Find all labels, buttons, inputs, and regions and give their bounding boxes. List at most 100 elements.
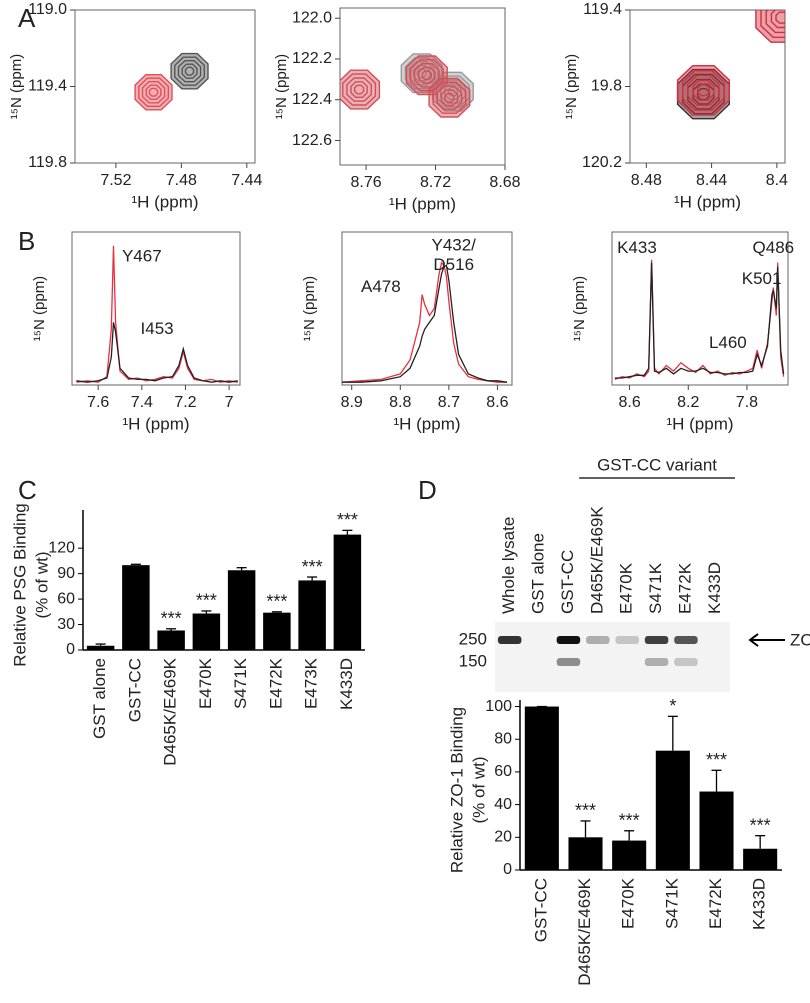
x-tick-label: E473K	[302, 657, 321, 709]
contour-ring	[181, 63, 198, 79]
x-tick-label: 7.4	[131, 394, 153, 411]
x-tick-label: K433D	[750, 878, 769, 930]
x-axis-label: ¹H (ppm)	[666, 414, 733, 433]
bar	[743, 848, 778, 870]
bar	[568, 837, 603, 870]
contour-ring	[134, 73, 173, 111]
peak-label: D516	[433, 255, 474, 274]
y-axis-label: Relative ZO-1 Binding	[447, 707, 466, 873]
y-tick-label: 120.2	[582, 154, 622, 171]
y-tick-label: 122.2	[292, 50, 332, 67]
significance: ***	[575, 801, 596, 821]
spectrum-line	[342, 264, 508, 383]
contour-ring	[418, 66, 436, 84]
y-tick-label: 60	[57, 590, 75, 607]
significance: ***	[302, 557, 323, 577]
contour-ring	[404, 57, 439, 90]
spectrum-line	[76, 245, 238, 383]
blot-membrane	[495, 622, 730, 692]
y-tick-label: 122.6	[292, 132, 332, 149]
contour-ring	[353, 84, 365, 95]
contour-ring	[682, 69, 725, 111]
x-axis-label: ¹H (ppm)	[122, 414, 189, 433]
plot-frame	[339, 7, 506, 166]
y-tick-label: 19.8	[591, 78, 622, 95]
contour-ring	[770, 10, 785, 29]
x-tick-label: D465K/E469K	[575, 877, 594, 985]
x-tick-label: 7.6	[87, 394, 109, 411]
plot-frame	[611, 231, 789, 386]
band	[704, 636, 728, 644]
contour-ring	[760, 10, 785, 38]
peak-label: A478	[361, 277, 401, 296]
x-axis-label: ¹H (ppm)	[674, 192, 741, 211]
significance: ***	[266, 592, 287, 612]
contour-ring	[687, 74, 720, 106]
x-tick-label: GST-CC	[531, 878, 550, 942]
bar	[157, 630, 185, 650]
bar	[655, 750, 690, 870]
lane-label: E472K	[675, 562, 694, 614]
contour-ring	[174, 56, 206, 86]
x-tick-label: 7.48	[166, 172, 197, 189]
y-tick-label: 40	[494, 796, 512, 813]
peak-label: I453	[141, 319, 174, 338]
x-tick-label: 8.72	[420, 174, 451, 191]
x-tick-label: 8.6	[618, 394, 640, 411]
contour-ring	[141, 80, 166, 104]
x-tick-label: 7.44	[231, 172, 262, 189]
x-tick-label: 7	[225, 394, 234, 411]
plot-frame	[341, 231, 513, 386]
band	[674, 658, 698, 666]
x-tick-label: S471K	[662, 877, 681, 929]
y-tick-label: 122.4	[292, 91, 332, 108]
x-tick-label: E472K	[706, 877, 725, 929]
blot-header: GST-CC variant	[597, 455, 717, 474]
contour-ring	[432, 81, 467, 114]
band	[527, 658, 551, 666]
y-tick-label: 60	[494, 763, 512, 780]
lane-label: Whole lysate	[499, 517, 518, 614]
bar	[524, 706, 559, 870]
y-axis-label: ¹⁵N (ppm)	[571, 276, 588, 341]
panel-label: A	[18, 3, 36, 33]
contour-ring	[138, 77, 170, 108]
contour-ring	[765, 10, 785, 34]
x-axis-label: ¹H (ppm)	[393, 414, 460, 433]
band	[615, 658, 639, 666]
band	[527, 636, 551, 644]
y-tick-label: 120	[48, 539, 75, 556]
band	[556, 658, 581, 666]
significance: *	[669, 696, 676, 716]
x-tick-label: 8.44	[696, 172, 727, 189]
contour-ring	[755, 10, 785, 43]
x-tick-label: E472K	[266, 657, 285, 709]
x-tick-label: 8.6	[486, 394, 508, 411]
contour-ring	[413, 63, 440, 88]
x-tick-label: 8.7	[438, 394, 460, 411]
band	[556, 636, 581, 644]
lane-label: E470K	[617, 562, 636, 614]
band	[586, 636, 610, 644]
arrow	[748, 633, 785, 647]
bar	[227, 570, 256, 650]
contour-ring	[421, 70, 432, 81]
band	[644, 658, 669, 666]
contour-ring	[692, 79, 715, 101]
band	[498, 658, 522, 666]
y-tick-label: 0	[66, 641, 75, 658]
y-axis-label: ¹⁵N (ppm)	[301, 276, 318, 341]
significance: ***	[706, 750, 727, 770]
x-tick-label: 8.68	[489, 174, 520, 191]
x-tick-label: GST alone	[90, 658, 109, 739]
contour-ring	[428, 77, 471, 118]
significance: ***	[161, 609, 182, 629]
contour-ring	[775, 11, 785, 24]
lane-label: D465K/E469K	[587, 506, 606, 614]
y-tick-label: 119.4	[583, 1, 622, 18]
y-tick-label: 119.8	[28, 154, 67, 171]
contour-ring	[697, 84, 710, 97]
y-tick-label: 80	[494, 730, 512, 747]
contour-ring	[177, 60, 202, 83]
